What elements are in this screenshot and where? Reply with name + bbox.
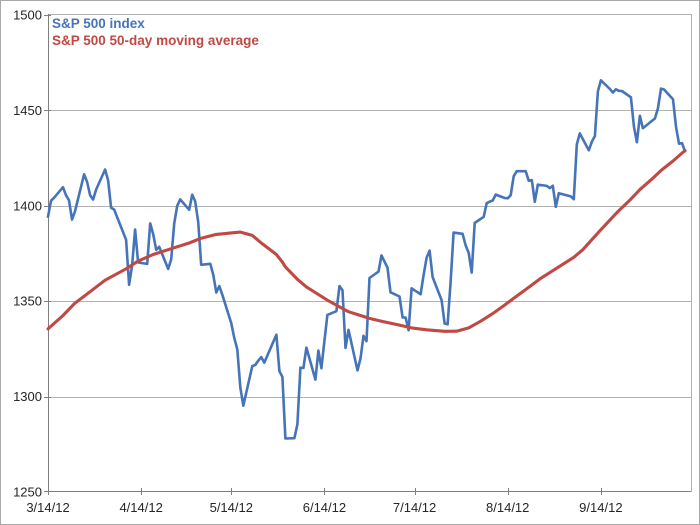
y-tick-label: 1250 bbox=[13, 485, 42, 500]
y-tick-label: 1350 bbox=[13, 294, 42, 309]
x-tick-label: 7/14/12 bbox=[393, 500, 436, 515]
y-tick-label: 1300 bbox=[13, 389, 42, 404]
legend-sp500-index: S&P 500 index bbox=[52, 16, 145, 31]
x-tick-label: 9/14/12 bbox=[579, 500, 622, 515]
legend-sp500-ma: S&P 500 50-day moving average bbox=[52, 33, 259, 48]
series-sp500-50day-ma bbox=[46, 148, 687, 333]
gridlines bbox=[48, 14, 692, 492]
x-tick-label: 3/14/12 bbox=[26, 500, 69, 515]
y-axis-labels: 1500 1450 1400 1350 1300 1250 bbox=[13, 8, 42, 500]
axis-lines bbox=[44, 14, 691, 492]
y-tick-label: 1450 bbox=[13, 103, 42, 118]
series-sp500-index bbox=[46, 79, 687, 440]
chart-legend: S&P 500 index S&P 500 50-day moving aver… bbox=[52, 15, 259, 49]
tick-marks bbox=[44, 15, 602, 495]
x-tick-label: 4/14/12 bbox=[119, 500, 162, 515]
x-axis-labels: 3/14/12 4/14/12 5/14/12 6/14/12 7/14/12 8/14/… bbox=[26, 500, 622, 515]
x-tick-label: 8/14/12 bbox=[486, 500, 529, 515]
x-tick-label: 5/14/12 bbox=[210, 500, 253, 515]
y-tick-label: 1400 bbox=[13, 198, 42, 213]
x-tick-label: 6/14/12 bbox=[303, 500, 346, 515]
y-tick-label: 1500 bbox=[13, 8, 42, 23]
